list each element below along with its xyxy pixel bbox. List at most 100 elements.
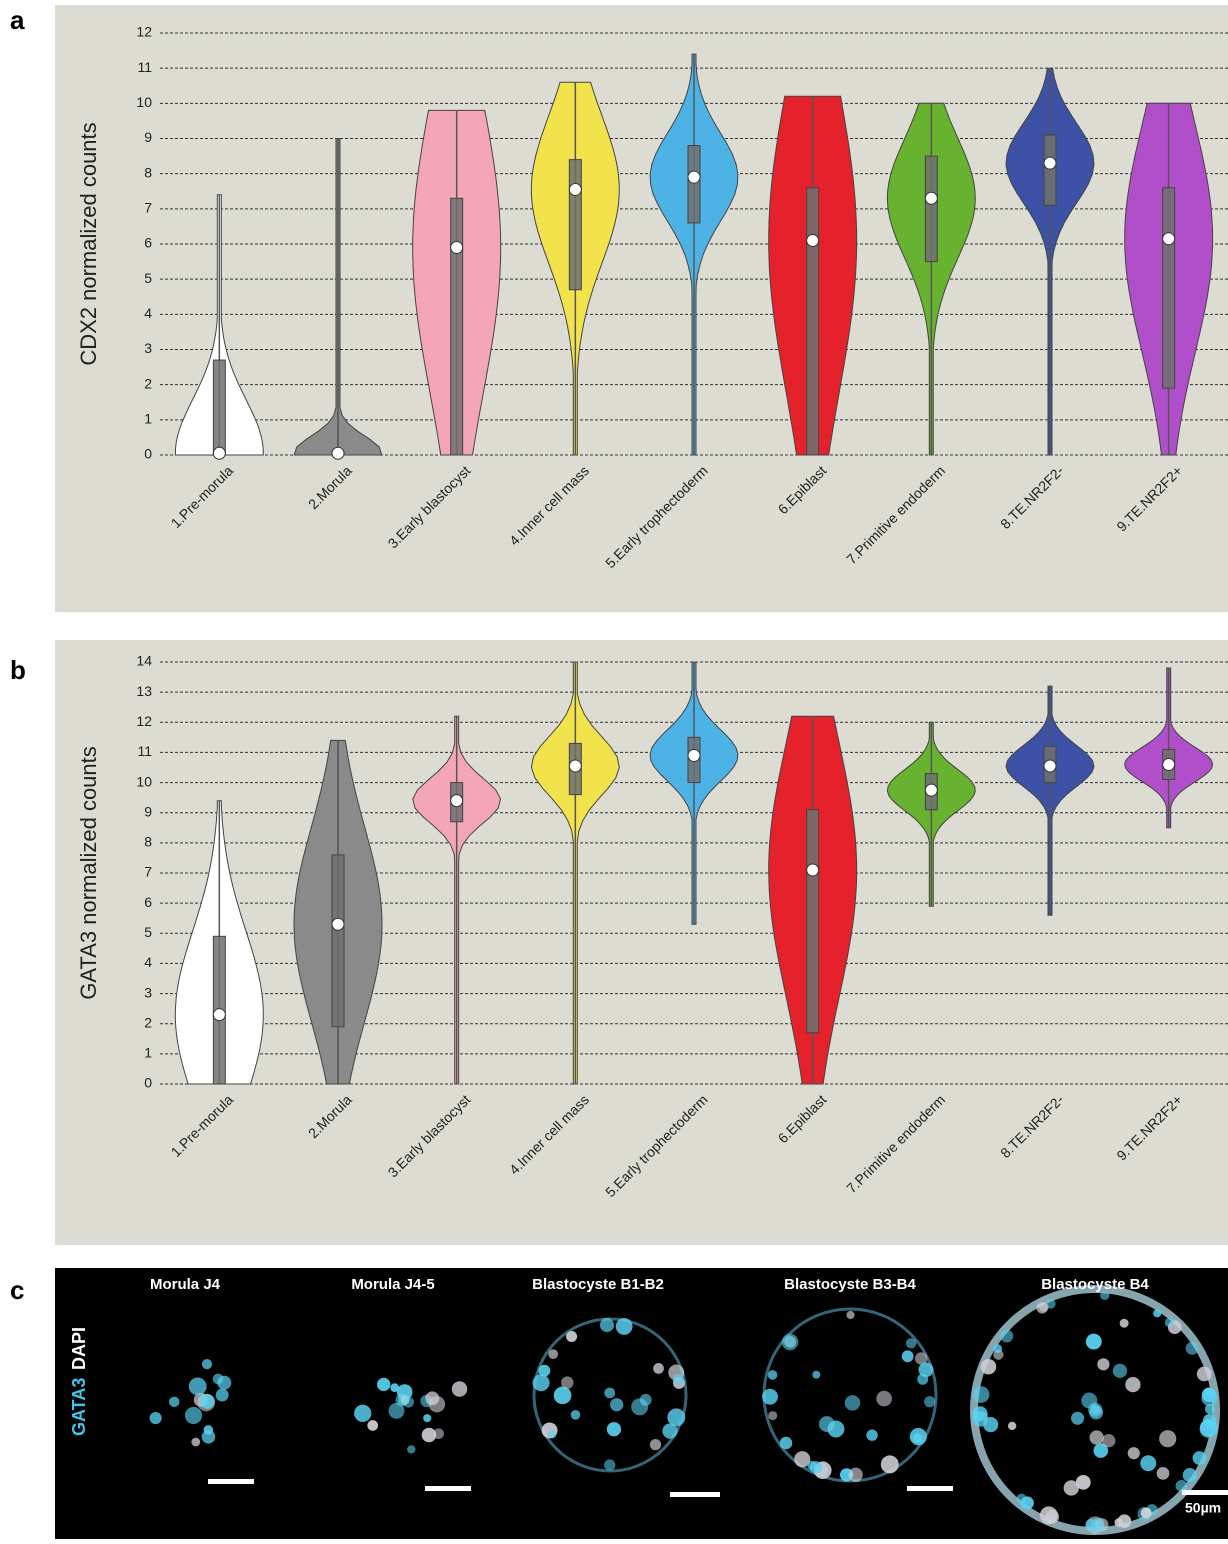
nucleus <box>1089 1430 1104 1445</box>
y-tick-label: 13 <box>136 683 152 699</box>
nucleus <box>1089 1405 1104 1420</box>
median <box>1162 232 1176 246</box>
y-tick-label: 4 <box>144 305 152 321</box>
median <box>568 182 582 196</box>
nucleus <box>1140 1455 1157 1472</box>
nucleus <box>553 1386 572 1405</box>
y-tick-label: 10 <box>136 773 152 789</box>
nucleus <box>1185 1341 1199 1355</box>
nucleus <box>1090 1517 1105 1533</box>
nucleus <box>451 1381 468 1397</box>
nucleus <box>403 1396 415 1408</box>
scale-bar <box>208 1479 254 1484</box>
image-title: Blastocyste B1-B2 <box>532 1276 664 1293</box>
nucleus <box>631 1398 649 1416</box>
y-tick-label: 14 <box>136 653 152 669</box>
iqr-box <box>450 197 464 456</box>
y-tick-label: 8 <box>144 164 152 180</box>
nucleus <box>1164 1317 1175 1328</box>
nucleus <box>1097 1358 1110 1371</box>
median <box>331 917 345 931</box>
channel-label: GATA3 <box>69 1378 89 1436</box>
nucleus <box>844 1395 861 1411</box>
nucleus <box>168 1396 180 1408</box>
nucleus <box>672 1374 684 1386</box>
nucleus <box>993 1344 1003 1354</box>
nucleus <box>1196 1366 1212 1382</box>
nucleus <box>983 1417 999 1433</box>
y-tick-label: 1 <box>144 1045 152 1061</box>
iqr-box <box>806 187 820 456</box>
nucleus <box>781 1333 799 1351</box>
nucleus <box>1063 1480 1079 1496</box>
scale-bar <box>907 1486 953 1491</box>
nucleus <box>667 1408 686 1427</box>
nucleus <box>547 1430 557 1439</box>
y-tick-label: 9 <box>144 803 152 819</box>
nucleus <box>809 1461 823 1474</box>
nucleus <box>846 1310 855 1320</box>
image-title: Blastocyste B3-B4 <box>784 1276 916 1293</box>
nucleus <box>1204 1387 1213 1396</box>
median <box>806 863 820 877</box>
nucleus <box>354 1404 372 1422</box>
nucleus <box>566 1330 578 1343</box>
y-tick-label: 8 <box>144 834 152 850</box>
median <box>924 783 938 797</box>
y-tick-label: 10 <box>136 94 152 110</box>
scale-bar <box>425 1486 471 1491</box>
micrographs <box>149 1285 1220 1535</box>
y-tick-label: 11 <box>137 59 152 75</box>
nucleus <box>1093 1443 1109 1458</box>
nucleus <box>662 1423 678 1439</box>
nucleus <box>649 1438 662 1451</box>
y-tick-label: 5 <box>144 924 152 940</box>
nucleus <box>199 1394 215 1409</box>
nucleus <box>779 1436 793 1450</box>
image-title: Morula J4 <box>150 1276 221 1293</box>
nucleus <box>184 1406 203 1425</box>
y-tick-label: 7 <box>144 864 152 880</box>
iqr-box <box>1043 134 1057 206</box>
nucleus <box>767 1370 778 1380</box>
nucleus <box>653 1363 664 1374</box>
nucleus <box>901 1350 914 1363</box>
nucleus <box>918 1362 934 1378</box>
panel-a-bg <box>55 5 1228 612</box>
nucleus <box>215 1388 229 1402</box>
nucleus <box>1039 1302 1049 1312</box>
nucleus <box>1045 1509 1060 1524</box>
median <box>212 446 226 460</box>
y-tick-label: 4 <box>144 954 152 970</box>
nucleus <box>203 1425 214 1435</box>
nucleus <box>377 1377 391 1392</box>
iqr-box <box>568 159 582 291</box>
y-tick-label: 2 <box>144 1014 152 1030</box>
nucleus <box>367 1420 379 1431</box>
nucleus <box>421 1427 437 1443</box>
y-tick-label: 7 <box>144 200 152 216</box>
scale-bar-label: 50µm <box>1185 1500 1221 1516</box>
median <box>450 241 464 255</box>
nucleus <box>794 1451 811 1468</box>
scale-bar <box>670 1492 720 1497</box>
nucleus <box>1007 1421 1017 1431</box>
iqr-box <box>212 359 226 456</box>
y-axis-label: GATA3 normalized counts <box>76 746 101 1000</box>
nucleus <box>1071 1411 1085 1425</box>
nucleus <box>1085 1333 1102 1350</box>
y-tick-label: 2 <box>144 375 152 391</box>
iqr-box <box>687 145 701 224</box>
scale-bar <box>1182 1490 1228 1495</box>
nucleus <box>604 1459 616 1471</box>
nucleus <box>914 1352 928 1365</box>
nucleus <box>606 1422 622 1437</box>
nucleus <box>1020 1496 1034 1510</box>
channel-label: DAPI <box>69 1327 89 1370</box>
nucleus <box>866 1429 878 1441</box>
nucleus <box>768 1411 778 1421</box>
nucleus <box>905 1338 917 1349</box>
nucleus <box>848 1467 863 1482</box>
nucleus <box>1119 1318 1129 1328</box>
